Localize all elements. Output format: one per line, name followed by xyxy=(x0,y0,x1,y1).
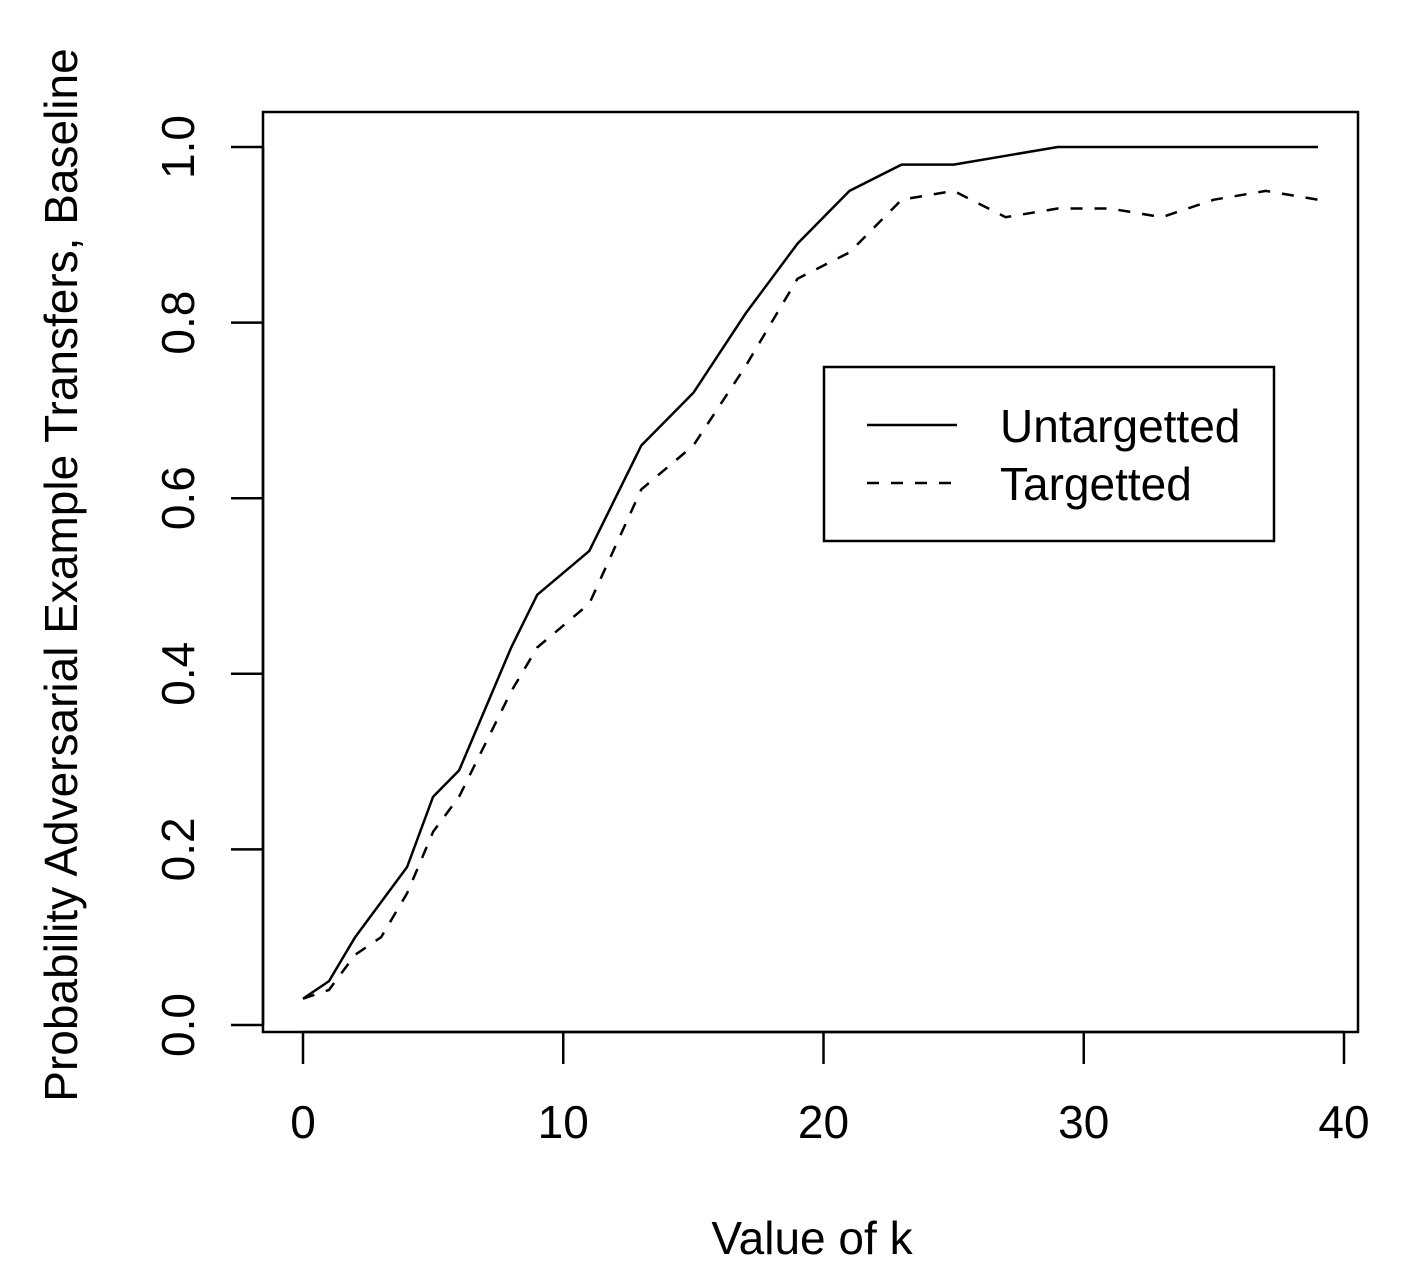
x-tick-label: 30 xyxy=(1058,1096,1109,1148)
x-tick-label: 40 xyxy=(1318,1096,1369,1148)
legend: Untargetted Targetted xyxy=(822,365,1276,543)
x-axis-label: Value of k xyxy=(711,1212,913,1264)
x-axis: 0 10 20 30 40 xyxy=(290,1030,1370,1148)
y-tick-label: 0.4 xyxy=(152,642,204,706)
legend-box xyxy=(822,365,1276,543)
series-line-untargetted xyxy=(302,145,1318,1000)
y-tick-label: 1.0 xyxy=(152,115,204,179)
plot-frame xyxy=(261,110,1360,1034)
y-tick-label: 0.2 xyxy=(152,817,204,881)
x-tick-label: 10 xyxy=(538,1096,589,1148)
y-tick-label: 0.8 xyxy=(152,291,204,355)
y-axis: 0.0 0.2 0.4 0.6 0.8 1.0 xyxy=(152,115,265,1057)
legend-label-targetted: Targetted xyxy=(1000,458,1192,510)
legend-label-untargetted: Untargetted xyxy=(1000,400,1240,452)
series-lines xyxy=(302,145,1319,1000)
x-tick-label: 20 xyxy=(798,1096,849,1148)
y-axis-label: Probability Adversarial Example Transfer… xyxy=(35,48,87,1101)
series-line-targetted xyxy=(302,189,1319,1000)
y-tick-label: 0.6 xyxy=(152,466,204,530)
x-tick-label: 0 xyxy=(290,1096,316,1148)
y-tick-label: 0.0 xyxy=(152,993,204,1057)
